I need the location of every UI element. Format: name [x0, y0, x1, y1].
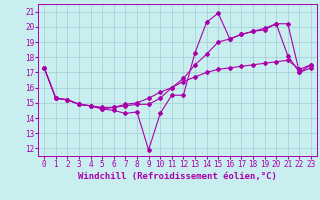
X-axis label: Windchill (Refroidissement éolien,°C): Windchill (Refroidissement éolien,°C) — [78, 172, 277, 181]
